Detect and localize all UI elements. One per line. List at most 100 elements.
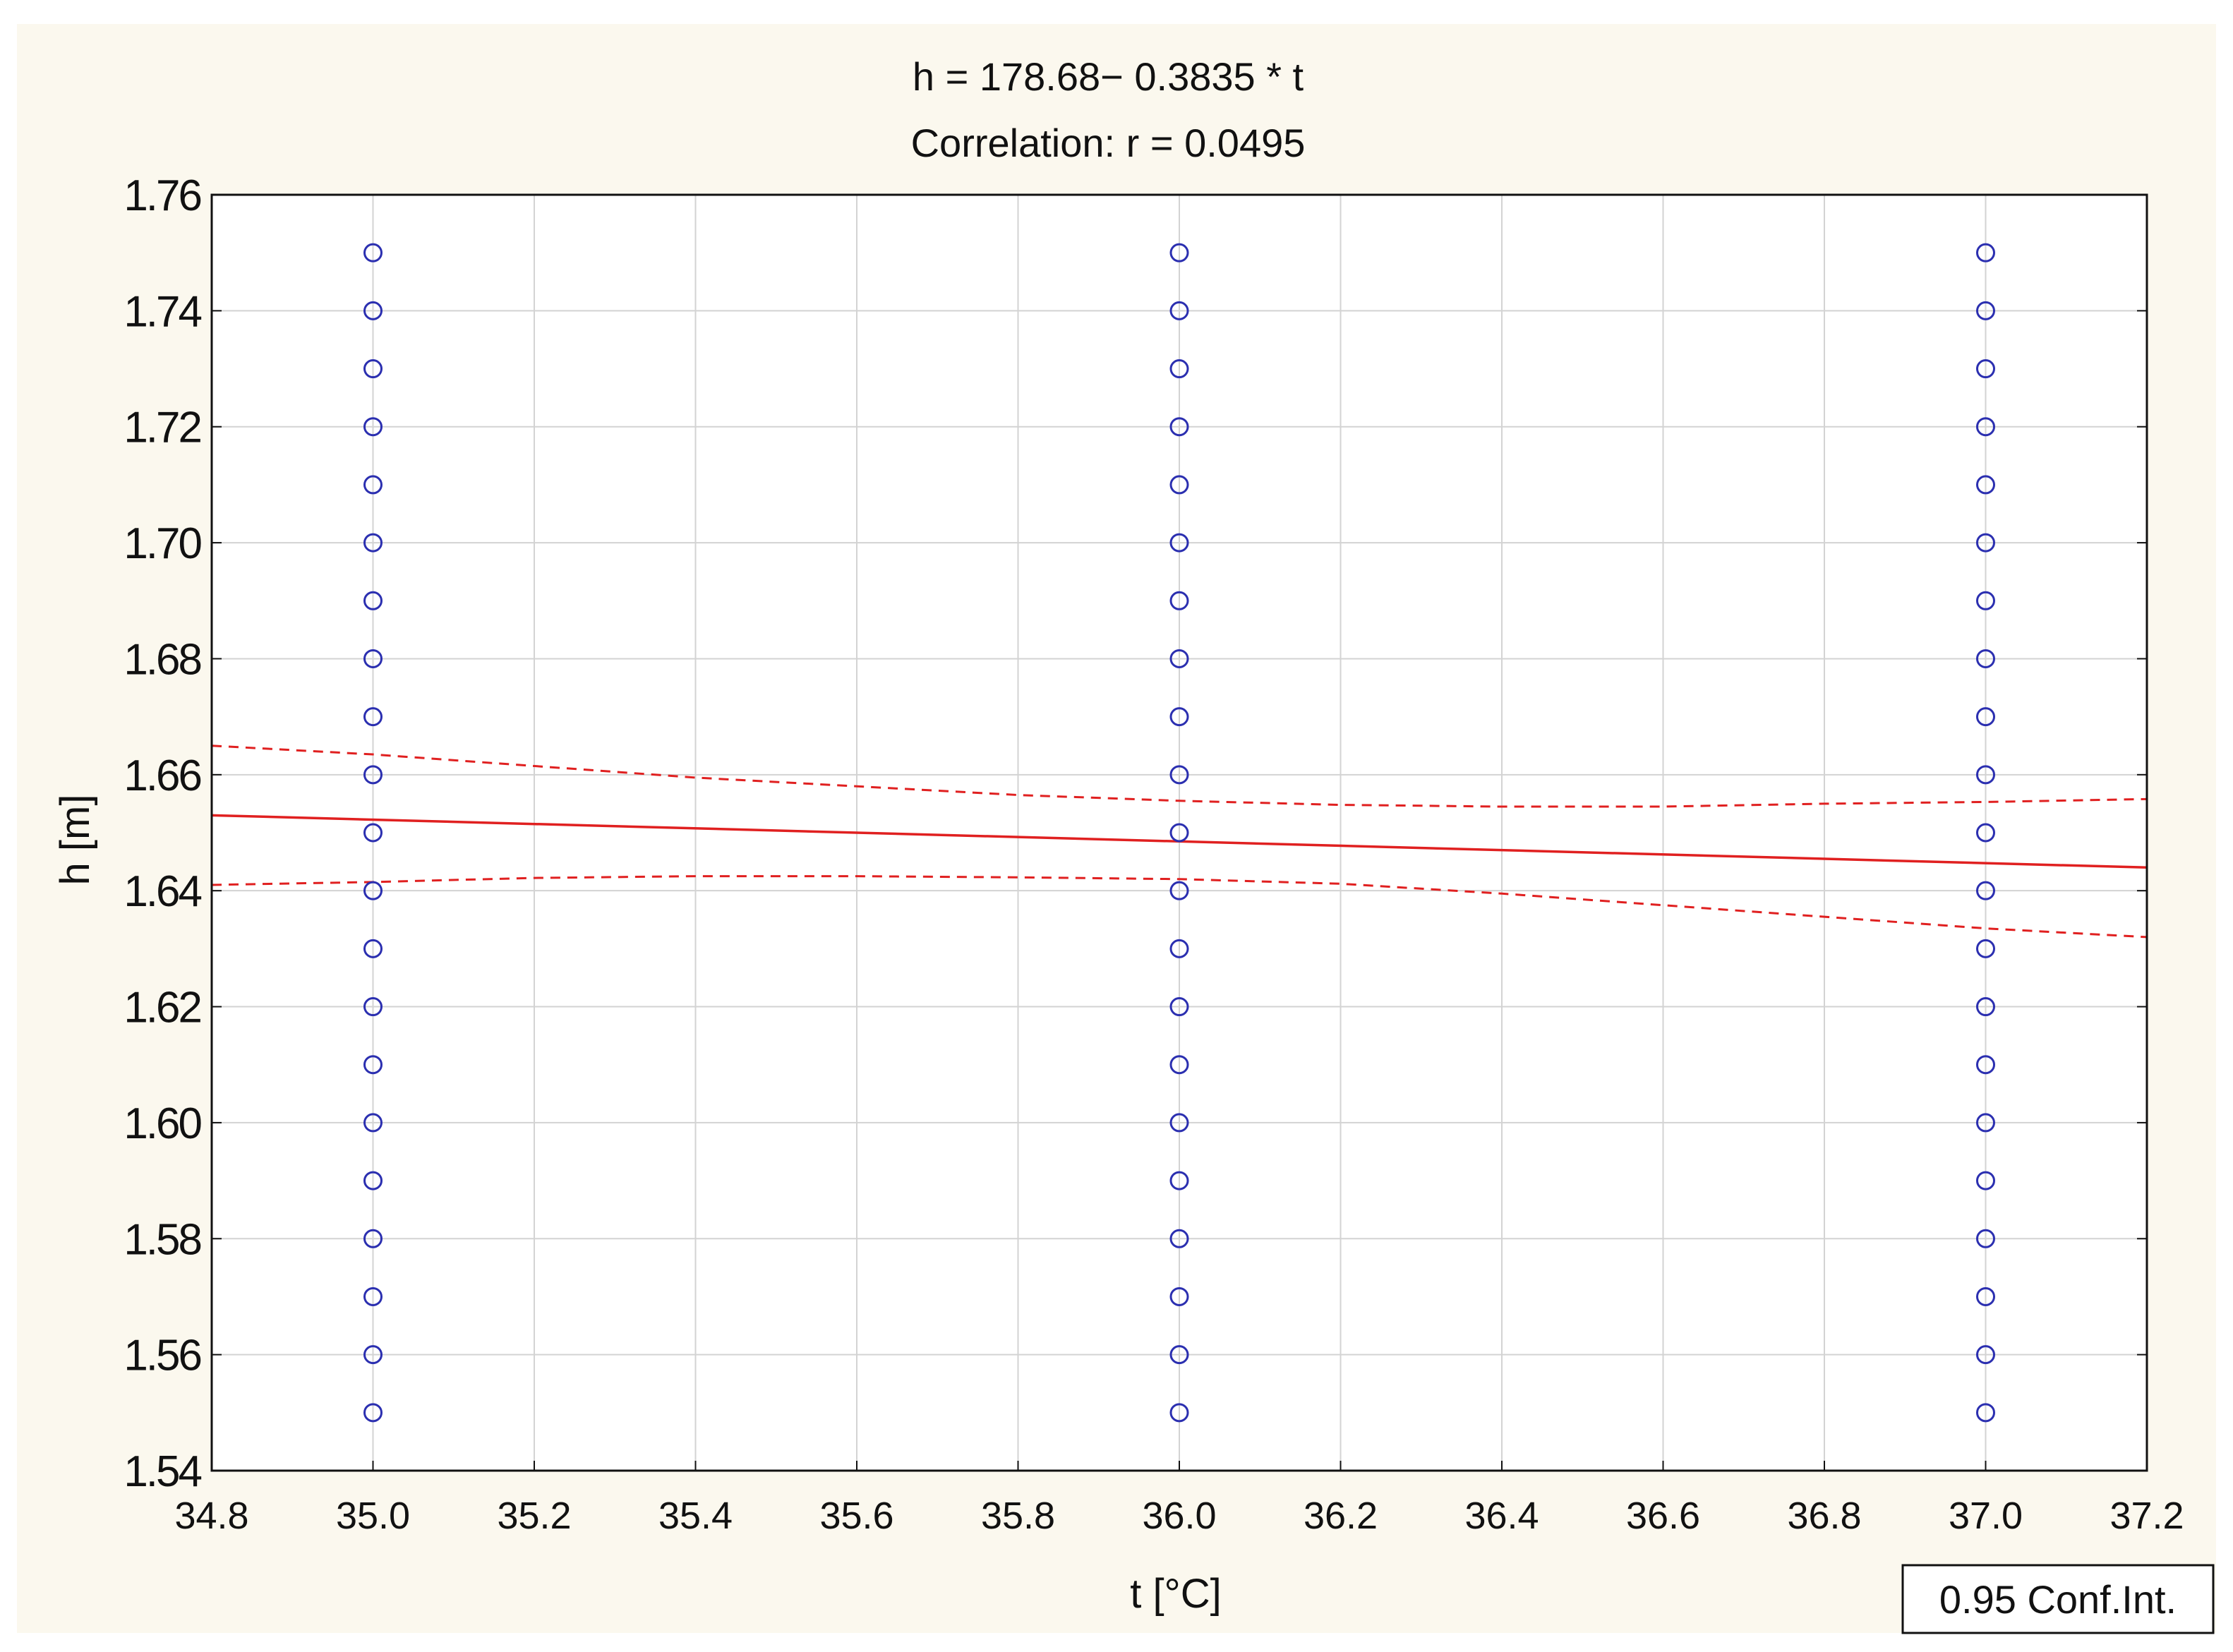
legend-label: 0.95 Conf.Int. <box>1939 1577 2177 1622</box>
data-point <box>363 707 383 727</box>
data-point <box>1976 1055 1995 1075</box>
y-tick-label: 1.58 <box>124 1215 200 1264</box>
data-point <box>363 1113 383 1133</box>
data-point <box>1169 1345 1189 1365</box>
data-point <box>1169 359 1189 379</box>
x-tick-label: 35.6 <box>819 1495 893 1537</box>
data-point <box>1169 765 1189 785</box>
data-point <box>1169 707 1189 727</box>
data-point <box>1976 939 1995 958</box>
data-point <box>1976 1403 1995 1423</box>
data-point <box>1169 1171 1189 1190</box>
x-tick-label: 35.8 <box>981 1495 1055 1537</box>
data-point <box>1169 1113 1189 1133</box>
x-tick-label: 37.0 <box>1949 1495 2023 1537</box>
y-tick-label: 1.68 <box>124 635 200 684</box>
x-tick-label: 35.4 <box>658 1495 733 1537</box>
data-point <box>1169 1055 1189 1075</box>
data-point <box>1169 939 1189 958</box>
data-point <box>363 997 383 1017</box>
data-point <box>363 881 383 900</box>
data-point <box>363 1055 383 1075</box>
data-point <box>1169 823 1189 843</box>
data-point <box>1976 707 1995 727</box>
x-tick-label: 36.4 <box>1464 1495 1539 1537</box>
y-tick-label: 1.66 <box>124 752 200 800</box>
confidence-band-upper <box>211 744 2148 808</box>
data-point <box>363 765 383 785</box>
axis-ticks: 34.8 35.0 35.2 35.4 35.6 35.8 36.0 36.2 36.4 36.6… <box>124 171 2184 1537</box>
data-point <box>363 1345 383 1365</box>
x-tick-label: 36.2 <box>1304 1495 1378 1537</box>
plot-frame <box>210 193 2148 1472</box>
x-tick-label: 35.0 <box>336 1495 410 1537</box>
data-point <box>1169 591 1189 610</box>
y-tick-label: 1.70 <box>124 519 201 568</box>
data-point <box>363 1171 383 1190</box>
y-tick-label: 1.54 <box>124 1447 201 1496</box>
legend: 0.95 Conf.Int. <box>1901 1564 2215 1634</box>
data-point <box>1169 1403 1189 1423</box>
grid <box>212 195 2147 1471</box>
data-point <box>1169 881 1189 900</box>
chart-title-correlation: Correlation: r = 0.0495 <box>911 121 1306 165</box>
data-point <box>363 1403 383 1423</box>
data-point <box>1169 243 1189 263</box>
data-point <box>1169 997 1189 1017</box>
data-point <box>1976 997 1995 1017</box>
data-point <box>1976 823 1995 843</box>
data-points <box>363 243 1995 1423</box>
y-tick-label: 1.72 <box>124 404 200 452</box>
data-point <box>1976 475 1995 495</box>
data-point <box>1976 1113 1995 1133</box>
data-point <box>1169 1229 1189 1248</box>
data-point <box>363 533 383 553</box>
data-point <box>1976 1171 1995 1190</box>
x-tick-label: 36.0 <box>1142 1495 1216 1537</box>
data-point <box>1169 1286 1189 1306</box>
data-point <box>1169 649 1189 668</box>
data-point <box>1976 533 1995 553</box>
x-tick-label: 37.2 <box>2109 1495 2184 1537</box>
data-point <box>1976 765 1995 785</box>
data-point <box>363 475 383 495</box>
chart-title-equation: h = 178.68− 0.3835 * t <box>913 54 1304 99</box>
data-point <box>1976 591 1995 610</box>
data-point <box>1976 1229 1995 1248</box>
data-point <box>363 301 383 320</box>
data-point <box>363 1229 383 1248</box>
y-tick-label: 1.64 <box>124 867 201 916</box>
data-point <box>1169 301 1189 320</box>
legend-box <box>1901 1564 2215 1634</box>
data-point <box>363 359 383 379</box>
data-point <box>1976 243 1995 263</box>
y-tick-label: 1.62 <box>124 984 200 1032</box>
data-point <box>363 1286 383 1306</box>
data-point <box>1976 1286 1995 1306</box>
x-tick-label: 36.8 <box>1787 1495 1861 1537</box>
data-point <box>1976 417 1995 437</box>
x-tick-label: 34.8 <box>174 1495 248 1537</box>
data-point <box>1976 649 1995 668</box>
x-tick-label: 36.6 <box>1626 1495 1700 1537</box>
data-point <box>1169 533 1189 553</box>
x-tick-label: 35.2 <box>497 1495 571 1537</box>
y-tick-label: 1.60 <box>124 1099 201 1148</box>
data-point <box>363 591 383 610</box>
y-tick-label: 1.74 <box>124 287 201 336</box>
data-point <box>1976 359 1995 379</box>
y-tick-label: 1.76 <box>124 171 200 220</box>
x-axis-label: t [°C] <box>1130 1571 1222 1617</box>
y-tick-label: 1.56 <box>124 1332 200 1380</box>
data-point <box>1169 417 1189 437</box>
data-point <box>1169 475 1189 495</box>
confidence-band-lower <box>211 875 2148 939</box>
data-point <box>1976 301 1995 320</box>
y-axis-label: h [m] <box>52 795 98 886</box>
data-point <box>363 939 383 958</box>
data-point <box>363 649 383 668</box>
data-point <box>363 417 383 437</box>
data-point <box>1976 1345 1995 1365</box>
